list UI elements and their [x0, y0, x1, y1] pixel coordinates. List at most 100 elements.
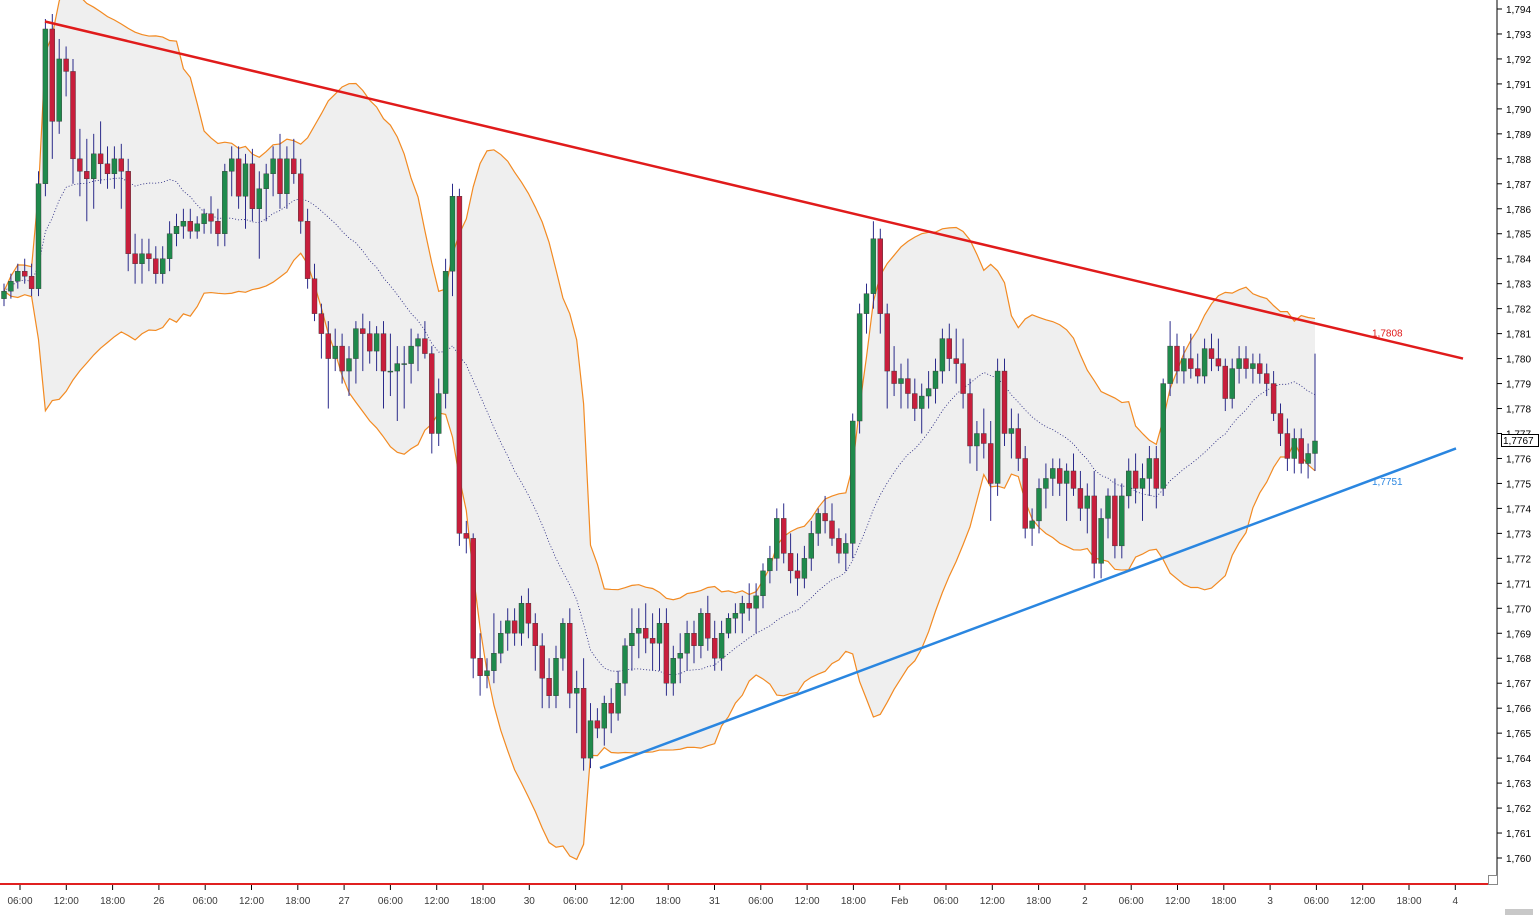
y-tick-label: 1,778	[1506, 405, 1531, 416]
bear-candle-body	[649, 638, 656, 644]
x-tick-label: 18:00	[1211, 896, 1236, 907]
candle	[974, 421, 980, 471]
resize-grip-icon[interactable]	[1488, 875, 1498, 885]
candle	[270, 146, 276, 197]
bear-candle-body	[1077, 488, 1084, 509]
y-tick-label: 1,786	[1506, 205, 1531, 216]
bull-candle-body	[1160, 383, 1166, 489]
candle	[49, 13, 55, 159]
bull-candle-body	[449, 196, 456, 272]
bear-candle-body	[208, 213, 214, 222]
scrollbar[interactable]	[1505, 909, 1533, 915]
bear-candle-body	[829, 520, 835, 539]
bear-candle-body	[63, 58, 69, 72]
candle	[781, 503, 787, 564]
candle	[1084, 483, 1091, 534]
y-tick-label: 1,779	[1506, 380, 1531, 391]
bear-candle-body	[546, 678, 552, 696]
bear-candle-body	[781, 518, 787, 554]
candle	[8, 273, 14, 299]
y-tick-label: 1,793	[1506, 30, 1531, 41]
bear-candle-body	[429, 353, 435, 434]
candle	[256, 171, 262, 259]
x-tick-label: 06:00	[1119, 896, 1144, 907]
trendlines[interactable]	[44, 20, 1464, 770]
candle	[201, 208, 207, 234]
candle	[484, 658, 490, 689]
bull-candle-body	[373, 333, 380, 352]
candle	[877, 228, 883, 334]
candle	[960, 338, 966, 409]
bull-candle-body	[1291, 438, 1298, 459]
bear-candle-body	[298, 173, 304, 222]
y-tick-label: 1,768	[1506, 654, 1531, 665]
candle	[656, 608, 663, 671]
candle	[97, 121, 104, 184]
candle	[1008, 408, 1015, 459]
candle	[28, 263, 35, 297]
candle	[532, 613, 538, 671]
candle	[705, 595, 711, 651]
candle	[608, 688, 614, 734]
y-tick-label: 1,783	[1506, 280, 1531, 291]
candle	[1222, 358, 1229, 412]
support-trendline[interactable]	[599, 447, 1457, 770]
candle	[560, 618, 566, 671]
candle	[415, 333, 421, 372]
bear-candle-body	[1091, 495, 1097, 564]
axes	[0, 0, 1498, 885]
bull-candle-body	[1125, 470, 1132, 497]
x-tick-label: 26	[153, 896, 165, 907]
bull-candle-body	[173, 226, 180, 234]
bull-candle-body	[801, 558, 808, 579]
bear-candle-body	[380, 333, 387, 372]
candle	[967, 378, 973, 464]
candle	[863, 283, 870, 334]
bear-candle-body	[691, 633, 697, 646]
y-tick-label: 1,764	[1506, 754, 1531, 765]
bear-candle-body	[746, 603, 752, 609]
candle	[118, 143, 125, 209]
candle	[794, 553, 801, 596]
x-tick-label: 12:00	[609, 896, 634, 907]
candle	[153, 246, 159, 284]
candle	[587, 703, 594, 769]
candle	[912, 378, 918, 422]
y-tick-label: 1,760	[1506, 854, 1531, 865]
candle	[429, 346, 435, 454]
bear-candle-body	[249, 163, 256, 209]
candle	[463, 520, 469, 554]
bull-candle-body	[180, 221, 187, 227]
candle	[215, 208, 221, 247]
resistance-trendline[interactable]	[44, 20, 1464, 360]
bear-candle-body	[1298, 438, 1304, 464]
bull-candle-body	[1305, 453, 1311, 464]
bull-candle-body	[263, 173, 269, 189]
candle	[387, 333, 394, 397]
bull-candle-body	[111, 158, 118, 175]
candle	[1125, 458, 1132, 509]
x-tick-label: 12:00	[239, 896, 264, 907]
x-tick-label: 30	[524, 896, 536, 907]
bull-candle-body	[629, 633, 635, 646]
bull-candle-body	[1008, 428, 1015, 434]
bear-candle-body	[422, 338, 428, 354]
candle	[1063, 463, 1070, 521]
candle	[353, 321, 359, 384]
candle	[691, 620, 697, 664]
bear-candle-body	[1015, 428, 1021, 459]
bull-candle-body	[139, 253, 145, 264]
y-tick-label: 1,781	[1506, 330, 1531, 341]
candle	[905, 358, 911, 409]
band-fill	[4, 0, 1315, 860]
bull-candle-body	[636, 628, 642, 634]
candle	[1119, 483, 1125, 559]
candle	[850, 413, 856, 559]
bull-candle-body	[1063, 470, 1070, 484]
bull-candle-body	[718, 633, 725, 659]
bull-candle-body	[1029, 520, 1035, 529]
x-tick-label: 18:00	[1396, 896, 1421, 907]
bear-candle-body	[187, 221, 194, 232]
candle	[394, 346, 400, 422]
